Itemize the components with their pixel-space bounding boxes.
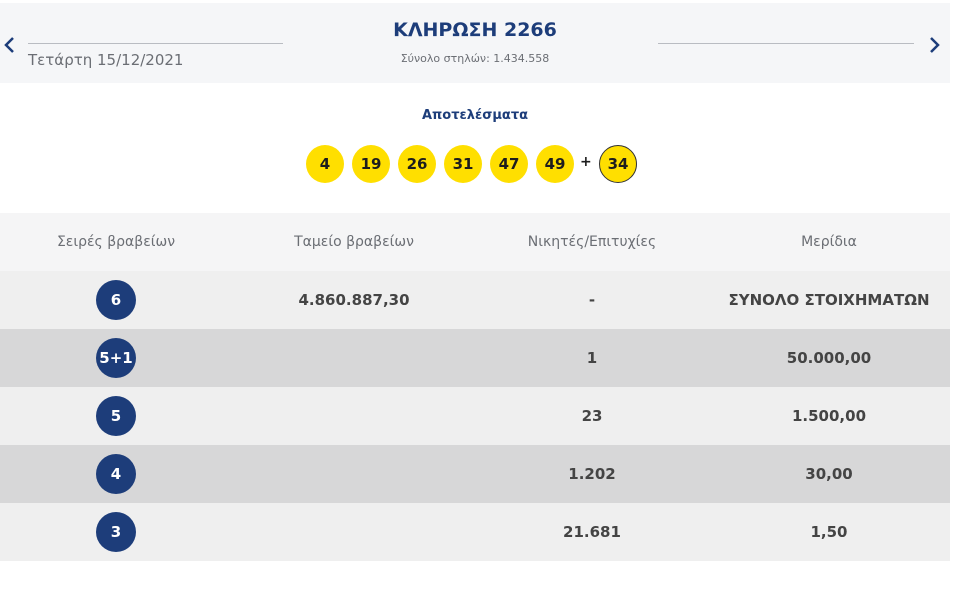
next-draw-button[interactable] — [924, 33, 944, 57]
number-ball: 26 — [398, 145, 436, 183]
category-badge: 5+1 — [96, 338, 136, 378]
table-row: 5 23 1.500,00 — [0, 387, 950, 445]
table-row: 3 21.681 1,50 — [0, 503, 950, 561]
number-ball: 4 — [306, 145, 344, 183]
winners-count: - — [476, 271, 708, 329]
category-badge: 3 — [96, 512, 136, 552]
plus-sign: + — [580, 154, 592, 170]
prize-fund — [232, 387, 476, 445]
results-label: Αποτελέσματα — [421, 108, 529, 123]
header-shares: Μερίδια — [708, 213, 950, 271]
category-badge: 5 — [96, 396, 136, 436]
winners-count: 1.202 — [476, 445, 708, 503]
divider-left — [28, 43, 283, 44]
share-amount: 1.500,00 — [708, 387, 950, 445]
table-row: 6 4.860.887,30 - ΣΥΝΟΛΟ ΣΤΟΙΧΗΜΑΤΩΝ — [0, 271, 950, 329]
divider-right — [658, 43, 914, 44]
category-badge: 4 — [96, 454, 136, 494]
chevron-right-icon — [930, 37, 940, 53]
winners-count: 21.681 — [476, 503, 708, 561]
draw-header: Τετάρτη 15/12/2021 ΚΛΗΡΩΣΗ 2266 Σύνολο σ… — [0, 3, 950, 83]
prize-fund — [232, 503, 476, 561]
bonus-number-ball: 34 — [599, 145, 637, 183]
prize-table: Σειρές βραβείων Ταμείο βραβείων Νικητές/… — [0, 213, 950, 561]
previous-draw-button[interactable] — [0, 33, 20, 57]
header-categories: Σειρές βραβείων — [0, 213, 232, 271]
share-amount: 50.000,00 — [708, 329, 950, 387]
share-amount: 30,00 — [708, 445, 950, 503]
prize-fund — [232, 329, 476, 387]
table-header-row: Σειρές βραβείων Ταμείο βραβείων Νικητές/… — [0, 213, 950, 271]
category-badge: 6 — [96, 280, 136, 320]
prize-fund: 4.860.887,30 — [232, 271, 476, 329]
share-amount: 1,50 — [708, 503, 950, 561]
winners-count: 23 — [476, 387, 708, 445]
total-columns: Σύνολο στηλών: 1.434.558 — [400, 52, 550, 65]
number-ball: 31 — [444, 145, 482, 183]
share-amount: ΣΥΝΟΛΟ ΣΤΟΙΧΗΜΑΤΩΝ — [708, 271, 950, 329]
table-row: 5+1 1 50.000,00 — [0, 329, 950, 387]
header-winners: Νικητές/Επιτυχίες — [476, 213, 708, 271]
draw-title: ΚΛΗΡΩΣΗ 2266 — [393, 19, 557, 41]
chevron-left-icon — [4, 37, 14, 53]
draw-date: Τετάρτη 15/12/2021 — [28, 51, 184, 69]
number-ball: 19 — [352, 145, 390, 183]
number-ball: 49 — [536, 145, 574, 183]
number-ball: 47 — [490, 145, 528, 183]
table-row: 4 1.202 30,00 — [0, 445, 950, 503]
prize-fund — [232, 445, 476, 503]
header-fund: Ταμείο βραβείων — [232, 213, 476, 271]
winners-count: 1 — [476, 329, 708, 387]
